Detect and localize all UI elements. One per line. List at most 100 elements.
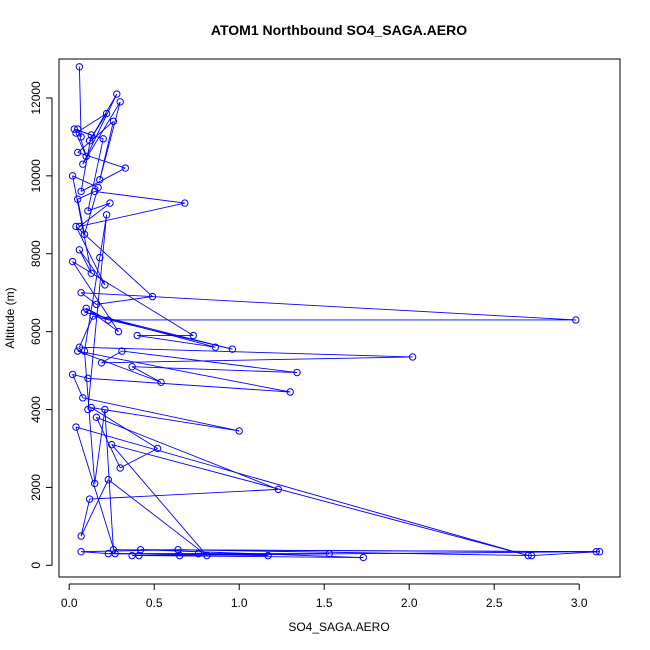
series-segment	[75, 426, 529, 557]
series-segment	[79, 202, 185, 227]
series-segment	[108, 479, 208, 556]
y-tick-label: 12000	[29, 81, 43, 115]
series-segment	[82, 397, 240, 432]
series-segment	[94, 409, 106, 484]
series-segment	[94, 190, 185, 204]
data-point	[96, 176, 104, 184]
series-segment	[96, 296, 153, 305]
data-point	[80, 230, 89, 238]
data-point	[153, 444, 162, 453]
data-point	[157, 378, 165, 386]
data-point	[194, 549, 203, 558]
data-point	[101, 405, 109, 414]
data-point	[235, 427, 243, 435]
data-point	[94, 183, 102, 192]
series-segment	[72, 175, 99, 188]
series-segment	[531, 551, 600, 557]
data-point	[359, 553, 367, 562]
data-point	[85, 495, 94, 503]
data-point	[408, 353, 417, 361]
data-point	[84, 374, 92, 383]
y-axis: 0 2000 4000 6000 8000 10000 12000	[29, 81, 53, 569]
data-point	[113, 90, 121, 98]
data-point	[68, 370, 77, 379]
series-segment	[74, 128, 104, 140]
data-point	[80, 347, 89, 355]
x-tick-label: 3.0	[571, 596, 588, 610]
data-point	[106, 199, 114, 207]
series-segment	[84, 257, 101, 352]
x-axis-label: SO4_SAGA.AERO	[288, 620, 389, 634]
data-point	[72, 129, 80, 137]
x-tick-label: 1.5	[316, 596, 333, 610]
data-point	[77, 532, 85, 540]
data-point	[274, 485, 282, 494]
series-segment	[113, 549, 600, 553]
data-point	[87, 269, 96, 277]
x-axis: 0.0 0.5 1.0 1.5 2.0 2.5 3.0	[61, 583, 588, 610]
series-segment	[119, 448, 158, 469]
data-point	[79, 160, 87, 168]
series-segment	[92, 315, 233, 350]
data-point	[75, 222, 84, 231]
series-points	[68, 63, 604, 562]
plot-frame	[58, 58, 621, 578]
data-point	[84, 207, 92, 215]
series-segment	[75, 426, 116, 554]
data-point	[114, 327, 123, 336]
series-segment	[80, 499, 91, 537]
data-point	[82, 152, 90, 161]
data-point	[109, 546, 118, 554]
data-point	[87, 131, 96, 139]
series-segment	[72, 374, 89, 379]
y-tick-label: 0	[29, 562, 43, 569]
series-segment	[95, 417, 121, 469]
data-point	[109, 117, 118, 126]
data-point	[91, 479, 99, 488]
x-tick-label: 0.5	[146, 596, 163, 610]
y-tick-label: 8000	[29, 240, 43, 267]
series-segment	[111, 444, 529, 557]
data-point	[96, 253, 104, 262]
data-point	[92, 300, 101, 309]
data-point	[68, 172, 77, 180]
series-segment	[77, 350, 162, 383]
data-point	[77, 187, 85, 196]
series-segment	[131, 366, 162, 383]
series-segment	[81, 292, 576, 321]
data-point	[74, 195, 82, 203]
data-point	[133, 331, 141, 340]
data-point	[325, 549, 333, 558]
data-point	[82, 304, 90, 312]
data-point	[135, 551, 143, 560]
series-segment	[77, 199, 85, 235]
data-point	[77, 133, 85, 141]
series-segment	[77, 120, 114, 153]
data-point	[75, 343, 84, 351]
series-segment	[87, 138, 104, 211]
series-segment	[75, 226, 153, 297]
data-point	[101, 281, 109, 289]
series-segment	[78, 249, 92, 274]
data-point	[74, 125, 82, 133]
data-point	[89, 312, 97, 320]
series-lines	[72, 66, 600, 558]
data-point	[92, 413, 101, 422]
data-point	[228, 345, 237, 353]
data-point	[264, 551, 272, 560]
data-point	[72, 423, 80, 431]
data-point	[203, 551, 211, 560]
series-segment	[89, 488, 279, 500]
data-point	[286, 388, 294, 396]
data-point	[592, 547, 600, 556]
series-segment	[84, 351, 96, 484]
y-tick-label: 4000	[29, 396, 43, 423]
data-point	[80, 308, 89, 316]
data-point	[74, 148, 82, 157]
series-segment	[89, 93, 118, 142]
data-point	[189, 331, 198, 340]
data-point	[77, 547, 85, 556]
series-segment	[82, 101, 121, 165]
series-segment	[96, 416, 279, 490]
data-point	[75, 246, 84, 254]
